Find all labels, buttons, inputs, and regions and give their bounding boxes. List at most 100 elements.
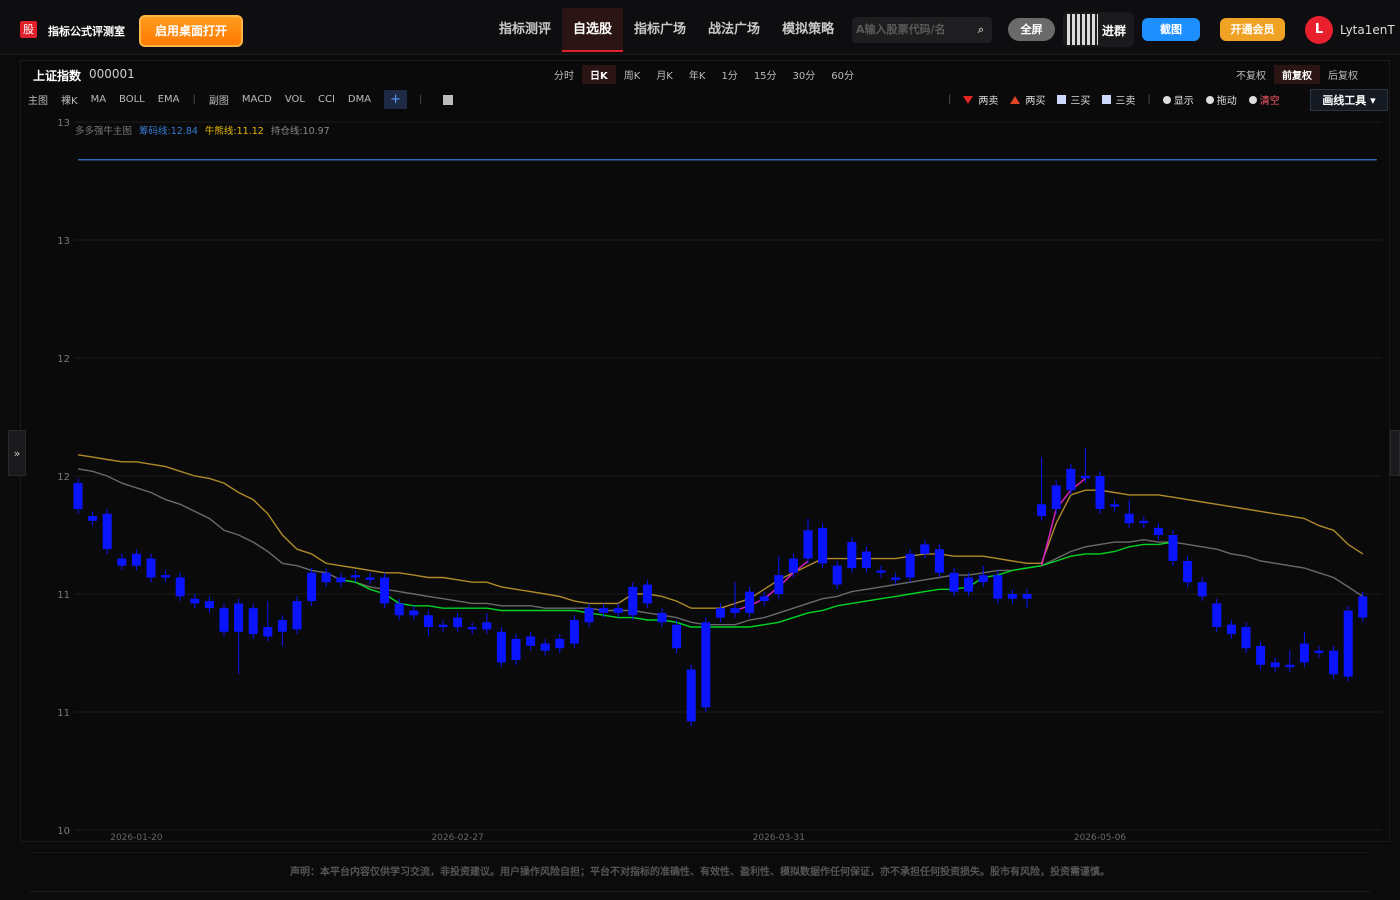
candle-body [1051,485,1061,510]
action-item[interactable]: 清空 [1249,92,1280,107]
signal-item[interactable]: 两买 [1010,92,1045,107]
candle-body [993,575,1003,599]
save-icon[interactable] [443,94,454,105]
main-item[interactable]: 裸K [61,96,78,107]
candle-body [277,619,287,632]
candle-body [978,575,988,583]
search-box[interactable]: A输入股票代码/名 ⌕ [852,17,992,43]
candle-body [1110,504,1120,507]
candle-body [730,608,740,613]
candle-body [847,542,857,569]
add-button[interactable]: + [384,90,407,109]
candle-body [949,572,959,592]
main-item[interactable]: MA [90,94,107,105]
y-tick-label: 11 [57,708,70,719]
candle-body [774,575,784,594]
signal-item[interactable]: 三买 [1057,92,1090,107]
candle-body [628,586,638,616]
indicator-value: 12.84 [171,126,198,137]
candle-body [190,598,200,604]
candle-body [876,570,886,573]
sub-item[interactable]: MACD [241,94,272,105]
y-tick-label: 13 [57,118,70,129]
indicator-label: 持仓线: [271,125,303,137]
sub-item[interactable]: VOL [284,94,305,105]
candle-body [1124,513,1134,524]
group-qr[interactable]: 进群 [1063,12,1134,47]
adjust-tab[interactable]: 前复权 [1274,65,1320,84]
indicator-value: 10.97 [303,126,330,137]
disclaimer: 声明：本平台内容仅供学习交流，非投资建议。用户操作风险自担；平台不对指标的准确性… [30,852,1370,892]
candle-body [934,549,944,573]
main-item[interactable]: EMA [157,94,180,105]
candle-body [861,551,871,569]
candle-body [920,544,930,554]
candle-body [336,577,346,583]
candle-body [175,577,185,597]
vip-button[interactable]: 开通会员 [1220,18,1285,41]
signal-item[interactable]: 三卖 [1102,92,1135,107]
action-item[interactable]: 显示 [1163,92,1194,107]
nav-item[interactable]: 指标广场 [634,22,687,37]
candle-body [584,608,594,623]
candle-body [1080,476,1090,479]
candle-body [540,643,550,651]
indicator-value: 11.12 [237,126,264,137]
period-tab[interactable]: 月K [656,71,673,82]
sub-label[interactable]: 副图 [208,96,229,107]
draw-tools-button[interactable]: 画线工具 ▾ [1310,89,1388,111]
candle-body [307,572,317,602]
candle-body [117,558,127,566]
y-tick-label: 11 [57,590,70,601]
candle-body [292,601,302,630]
indicator-curve [340,541,1174,628]
period-tab[interactable]: 1分 [721,71,738,82]
candle-body [1037,504,1047,517]
period-tab[interactable]: 日K [582,65,616,84]
nav-item[interactable]: 战法广场 [708,22,761,37]
candle-body [818,527,828,564]
main-label[interactable]: 主图 [28,96,48,107]
period-tab[interactable]: 年K [688,71,706,82]
candle-body [73,483,83,510]
candle-body [891,577,901,580]
sub-item[interactable]: CCI [318,94,335,105]
candle-body [1329,650,1339,675]
indicator-curve [77,454,1364,609]
sub-item[interactable]: DMA [347,94,372,105]
nav-item[interactable]: 指标测评 [499,22,552,37]
action-item[interactable]: 拖动 [1206,92,1237,107]
site-name[interactable]: 指标公式评测室 [48,25,125,38]
desktop-button[interactable]: 启用桌面打开 [139,15,243,47]
nav-item[interactable]: 自选股 [562,8,624,52]
side-toggle[interactable] [1390,430,1400,476]
period-tab[interactable]: 分时 [554,71,574,82]
candle-body [365,577,375,580]
candle-body [672,624,682,649]
candle-body [161,575,171,578]
logo[interactable]: 股 [20,21,37,38]
main-item[interactable]: BOLL [119,94,145,105]
period-tab[interactable]: 周K [623,71,641,82]
adjust-tab[interactable]: 后复权 [1328,71,1358,82]
avatar[interactable]: L [1305,16,1333,44]
candle-body [555,638,565,649]
side-toggle[interactable]: » [8,430,26,476]
candle-body [1183,560,1193,583]
username[interactable]: Lyta1enT [1340,23,1395,37]
candle-body [1139,520,1149,524]
candle-body [1168,535,1178,561]
period-tab[interactable]: 30分 [792,71,816,82]
candle-body [131,553,141,566]
period-tab[interactable]: 15分 [753,71,777,82]
fullscreen-button[interactable]: 全屏 [1008,18,1055,41]
candle-body [1285,664,1295,668]
candle-body [1007,594,1017,599]
candle-body [146,558,156,578]
screenshot-button[interactable]: 截图 [1142,18,1200,41]
nav-item[interactable]: 模拟策略 [782,22,835,37]
signal-item[interactable]: 两卖 [963,92,998,107]
adjust-tab[interactable]: 不复权 [1236,71,1266,82]
period-tab[interactable]: 60分 [831,71,855,82]
candle-body [263,627,273,637]
